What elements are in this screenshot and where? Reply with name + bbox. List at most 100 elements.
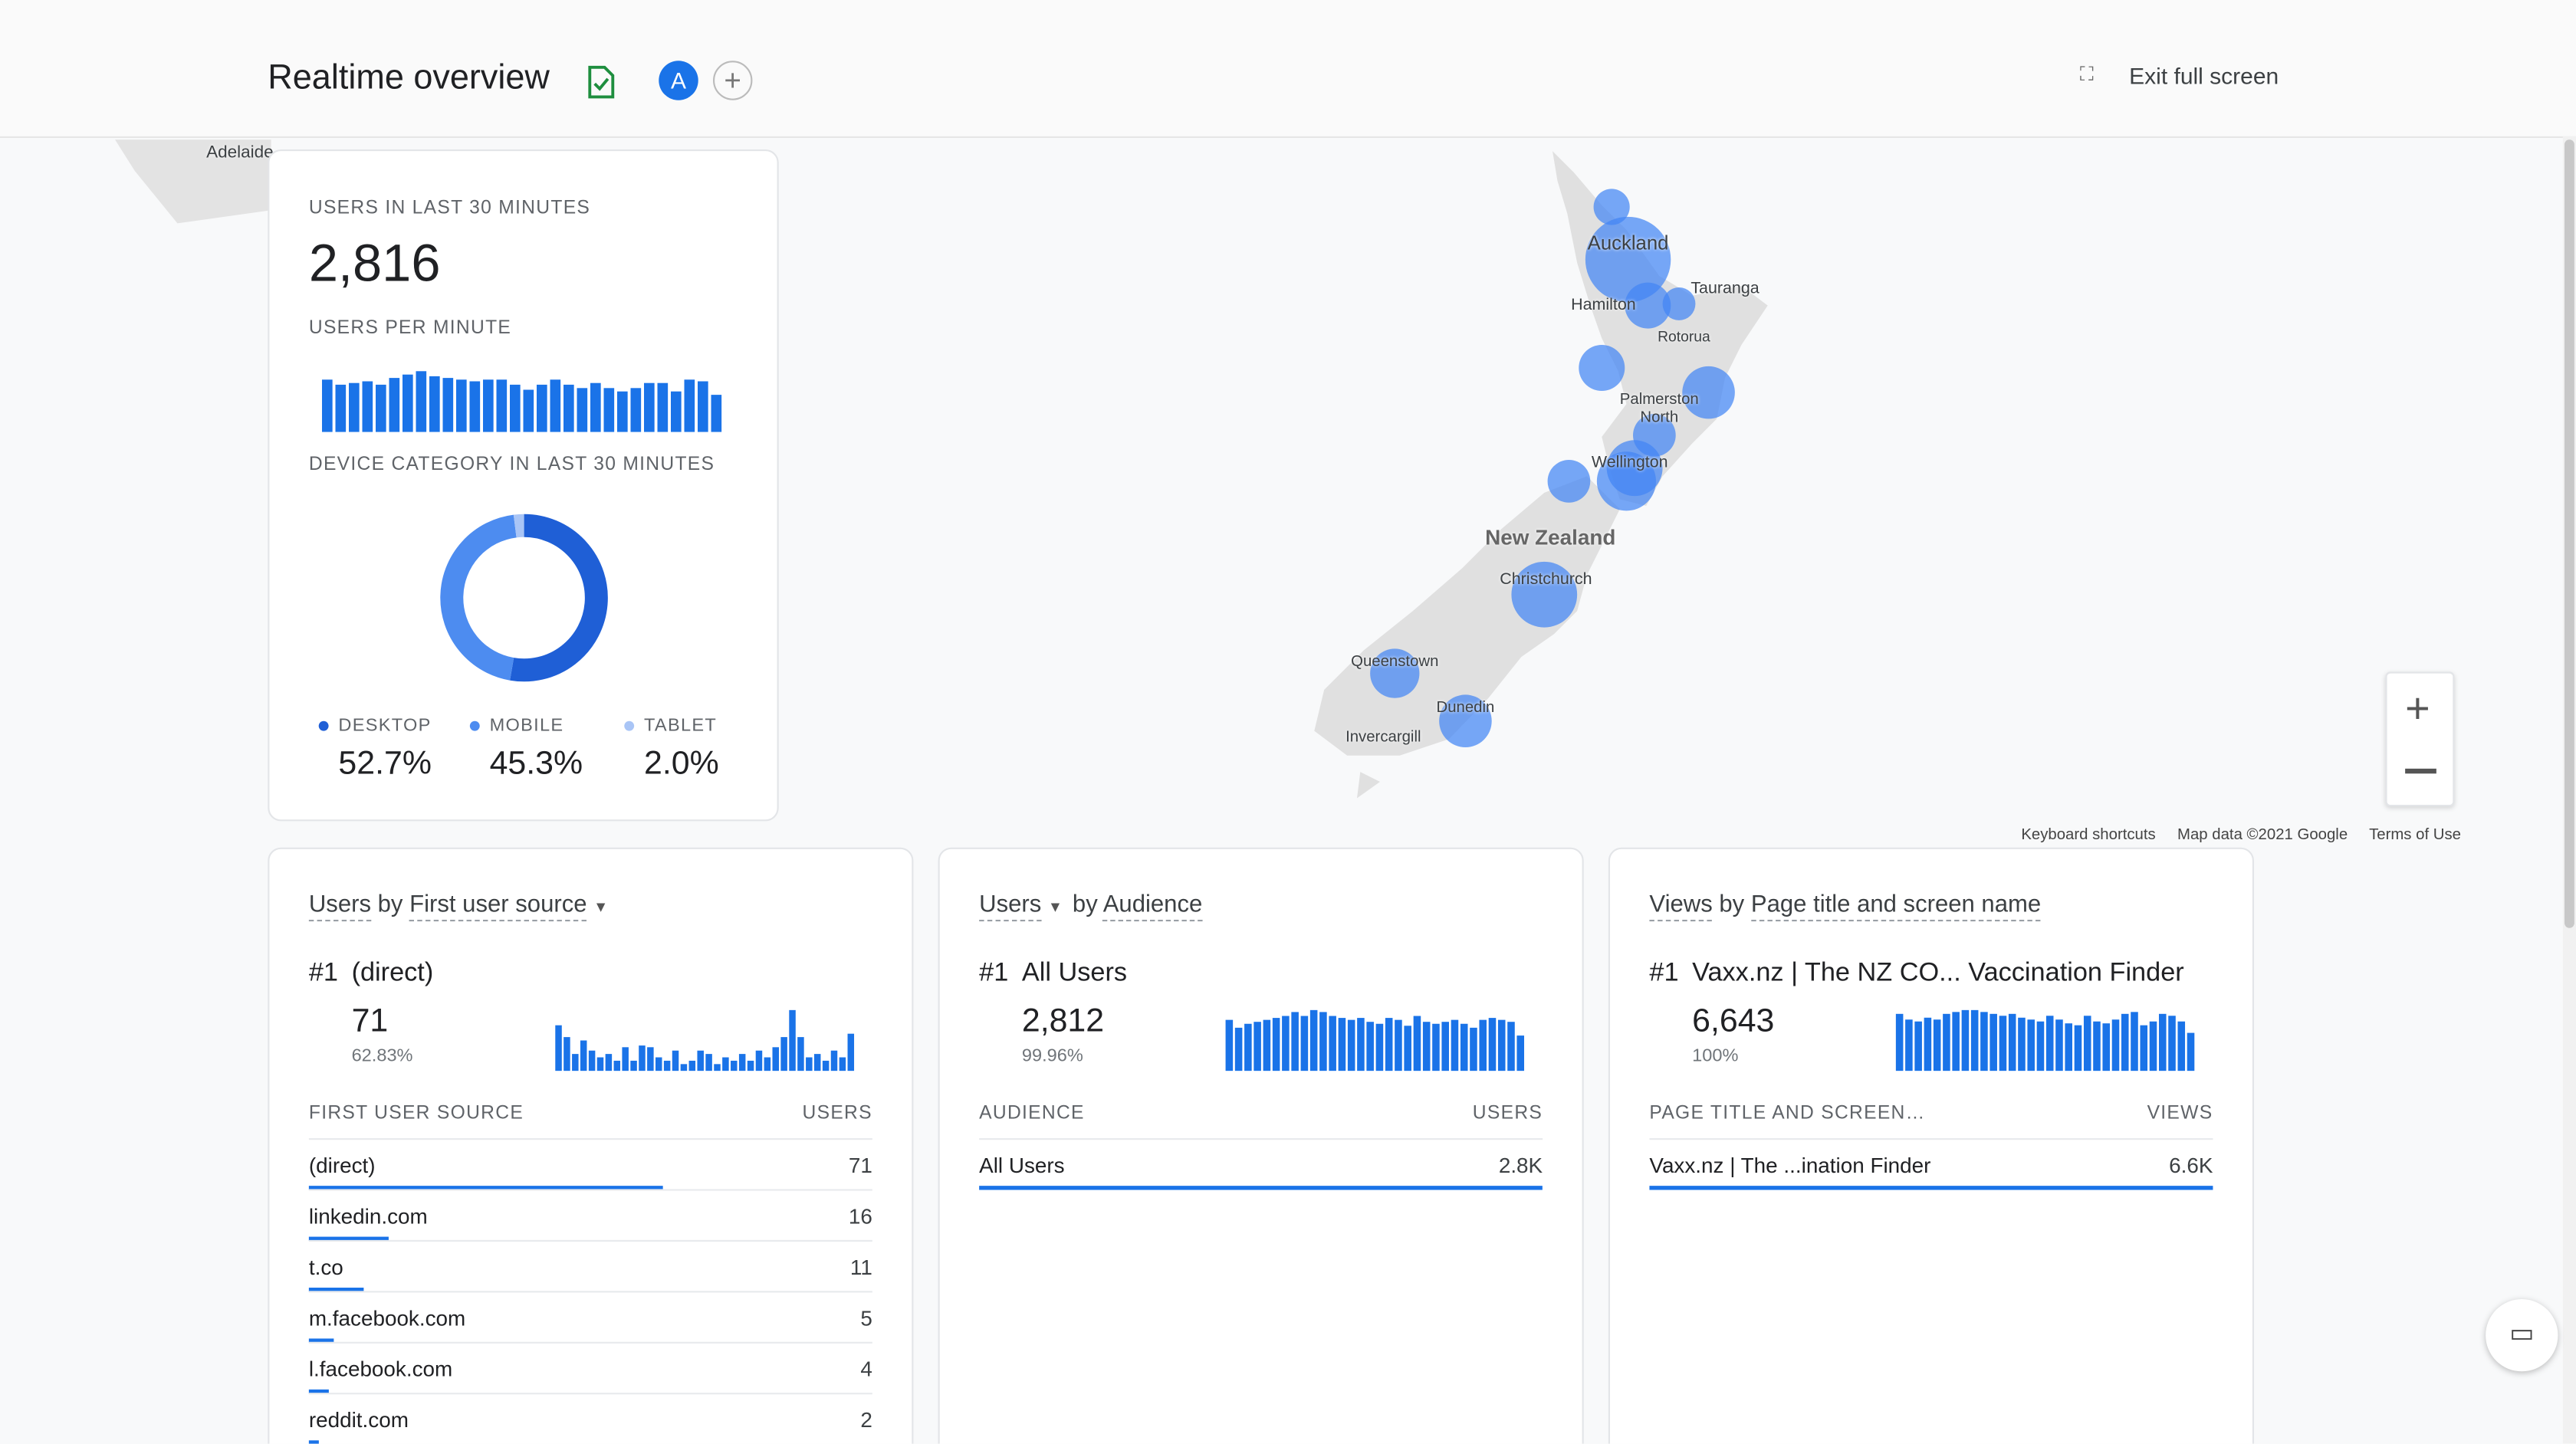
bar	[483, 379, 494, 432]
bar	[603, 388, 615, 432]
bar	[2168, 1016, 2176, 1072]
row-bars	[1649, 1186, 2213, 1190]
bar	[2055, 1019, 2063, 1072]
bar	[711, 395, 722, 432]
bubble	[1593, 189, 1630, 225]
title-part: First user source	[409, 891, 587, 922]
column-header: PAGE TITLE AND SCREEN…	[1649, 1104, 1926, 1124]
column-header: FIRST USER SOURCE	[308, 1104, 524, 1124]
legend-dot	[624, 720, 635, 731]
bar	[1272, 1018, 1280, 1072]
bar	[1980, 1012, 1988, 1072]
title-part: by	[377, 891, 403, 918]
bar	[1924, 1017, 1932, 1072]
bar	[564, 1037, 570, 1072]
legend-label: MOBILE	[489, 716, 564, 736]
zoom-in[interactable]: +	[2405, 683, 2430, 733]
map-label: Adelaide	[206, 143, 274, 163]
bar	[1319, 1012, 1327, 1072]
bar	[1338, 1018, 1346, 1072]
status-icon	[588, 65, 615, 99]
bar	[496, 379, 508, 432]
exit-fullscreen[interactable]: Exit full screen	[2129, 62, 2279, 89]
rank: #1	[1649, 959, 1679, 987]
row-bar	[308, 1236, 389, 1241]
card-title: Users ▼ by Audience	[979, 891, 1203, 922]
zoom-controls: +	[2385, 671, 2455, 807]
row-bar	[308, 1389, 329, 1394]
avatar[interactable]: A	[659, 61, 698, 100]
bar	[469, 381, 481, 432]
row-name: All Users	[979, 1153, 1065, 1178]
row-value: 5	[860, 1305, 872, 1331]
bar	[2187, 1032, 2195, 1072]
bar	[442, 378, 454, 432]
bar	[348, 382, 360, 432]
top-share: 100%	[1692, 1046, 1739, 1066]
users-count: 2,816	[308, 233, 441, 293]
title-part: Page title and screen name	[1750, 891, 2042, 922]
row-name: m.facebook.com	[308, 1305, 466, 1331]
top-value: 2,812	[1021, 1003, 1105, 1040]
row-bar	[308, 1440, 319, 1444]
dropdown-caret: ▼	[593, 898, 609, 915]
scroll-thumb[interactable]	[2564, 139, 2574, 928]
bubbles	[1370, 189, 1735, 747]
row-name: t.co	[308, 1255, 343, 1280]
bar	[755, 1050, 763, 1072]
bar	[1404, 1026, 1411, 1072]
map-label: Christchurch	[1500, 570, 1592, 589]
map-label: Hamilton	[1571, 296, 1636, 315]
bar	[1999, 1016, 2007, 1072]
bar	[1366, 1022, 1374, 1072]
bar	[1375, 1023, 1384, 1072]
bar	[1970, 1009, 1979, 1072]
bar	[1432, 1023, 1440, 1072]
map-label: Dunedin	[1436, 698, 1495, 717]
bar	[1254, 1022, 1261, 1072]
bar	[663, 1060, 671, 1072]
bar	[564, 384, 574, 432]
title-part: Users	[979, 891, 1042, 922]
bubble	[1579, 345, 1625, 391]
row-separator	[308, 1138, 872, 1140]
row-name: reddit.com	[308, 1407, 409, 1433]
bar	[596, 1057, 604, 1072]
map-label: Invercargill	[1346, 728, 1421, 747]
map-footer-item[interactable]: Terms of Use	[2369, 825, 2461, 845]
zoom-out[interactable]	[2405, 768, 2436, 774]
map-footer-item[interactable]: Keyboard shortcuts	[2021, 825, 2156, 845]
column-header: VIEWS	[2147, 1104, 2213, 1124]
device-value: 52.7%	[338, 745, 432, 782]
feedback-button[interactable]: ▭	[2486, 1299, 2558, 1372]
bar	[806, 1057, 813, 1072]
row-separator	[1649, 1138, 2213, 1140]
bar	[1507, 1022, 1515, 1072]
bar	[2083, 1016, 2091, 1072]
bar	[1460, 1023, 1468, 1072]
bar	[375, 384, 386, 432]
bar	[1309, 1009, 1318, 1072]
row-name: (direct)	[308, 1153, 376, 1178]
bar	[1497, 1019, 1506, 1072]
bar	[1385, 1018, 1393, 1072]
map-footer-item: Map data ©2021 Google	[2177, 825, 2348, 845]
bubble	[1662, 287, 1696, 320]
bar	[2102, 1023, 2111, 1072]
bar	[847, 1033, 855, 1072]
bar	[684, 379, 695, 432]
bar	[697, 1050, 704, 1072]
bar	[1263, 1019, 1271, 1072]
row-separator	[308, 1189, 872, 1191]
row-value: 71	[848, 1153, 872, 1178]
add-comparison[interactable]: +	[713, 61, 753, 100]
bar	[2149, 1021, 2157, 1072]
bar	[455, 379, 467, 432]
bar	[622, 1047, 629, 1072]
bar	[1395, 1019, 1402, 1072]
title-part: by	[1719, 891, 1745, 918]
top-item: (direct)	[351, 959, 434, 987]
bar	[1943, 1013, 1950, 1072]
bar	[2074, 1025, 2082, 1072]
donut-segment	[513, 514, 524, 538]
